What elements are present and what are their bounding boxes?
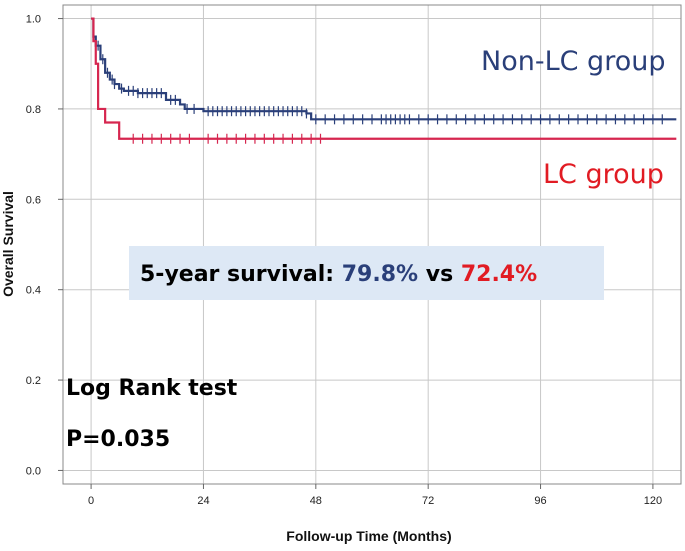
- summary-box-bg: [129, 246, 604, 300]
- y-tick-label: 0.2: [26, 375, 41, 387]
- y-tick-label: 1.0: [26, 14, 41, 26]
- y-tick-label: 0.6: [26, 194, 41, 206]
- summary-non-lc-value: 79.8%: [342, 262, 418, 287]
- summary-text: 5-year survival: 79.8% vs 72.4%: [140, 262, 537, 287]
- test-name: Log Rank test: [66, 376, 238, 401]
- plot-border: [62, 4, 682, 485]
- y-tick-label: 0.0: [26, 465, 41, 477]
- x-tick-label: 72: [422, 495, 434, 507]
- x-tick-label: 0: [88, 495, 94, 507]
- summary-vs: vs: [418, 262, 461, 287]
- y-axis-title: Overall Survival: [0, 191, 16, 297]
- x-tick-label: 120: [644, 495, 662, 507]
- survival-curve-lc: [91, 17, 677, 140]
- y-axis: 0.0 0.2 0.4 0.6 0.8 1.0: [26, 14, 63, 477]
- censor-layer: [97, 40, 663, 144]
- series-layer: [91, 17, 677, 140]
- x-tick-label: 24: [197, 495, 209, 507]
- survival-curve-non-lc: [91, 17, 677, 121]
- summary-box: 5-year survival: 79.8% vs 72.4%: [129, 246, 604, 300]
- y-tick-label: 0.4: [26, 285, 41, 297]
- y-tick-label: 0.8: [26, 104, 41, 116]
- x-tick-label: 96: [534, 495, 546, 507]
- summary-prefix: 5-year survival:: [140, 262, 342, 287]
- summary-lc-value: 72.4%: [461, 262, 537, 287]
- x-axis-title: Follow-up Time (Months): [286, 528, 451, 544]
- x-axis: 0 24 48 72 96 120: [88, 484, 662, 507]
- plot-frame: [62, 4, 682, 485]
- legend-lc-label: LC group: [543, 159, 664, 190]
- x-tick-label: 48: [310, 495, 322, 507]
- legend-non-lc-label: Non-LC group: [481, 46, 665, 77]
- p-value: P=0.035: [66, 427, 170, 452]
